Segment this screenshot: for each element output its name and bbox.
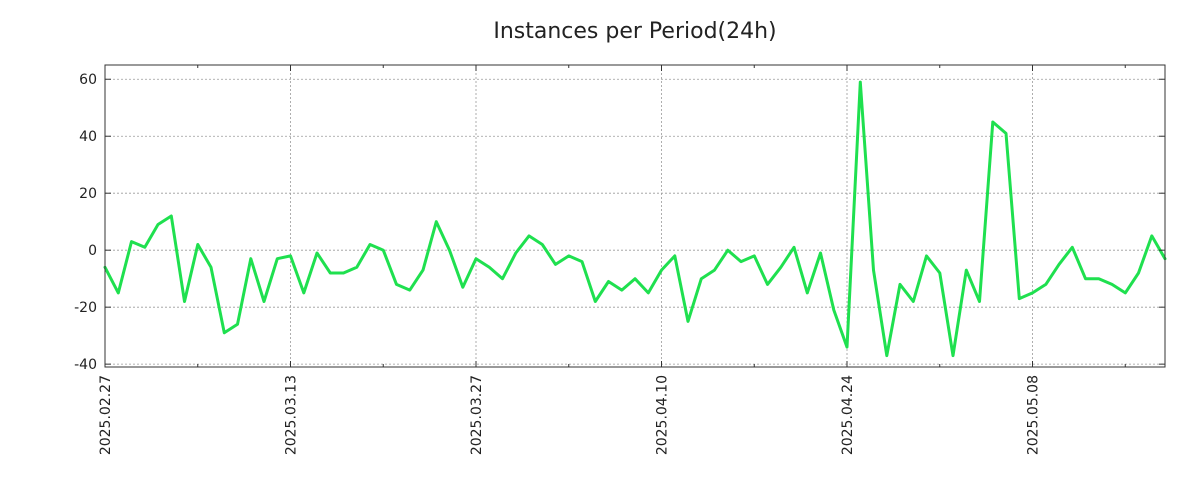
x-tick-label: 2025.03.27 — [469, 375, 485, 455]
plot-frame — [104, 64, 1166, 368]
y-tick-label: 0 — [88, 243, 97, 259]
x-tick-label: 2025.04.10 — [655, 375, 671, 455]
x-tick-label: 2025.03.13 — [284, 375, 300, 455]
y-tick-label: 60 — [79, 72, 97, 88]
series-line-instances — [103, 80, 1167, 358]
chart-title: Instances per Period(24h) — [493, 19, 776, 44]
x-tick-label: 2025.02.27 — [98, 375, 114, 455]
x-tick-label: 2025.05.08 — [1026, 375, 1042, 455]
y-tick-label: 40 — [79, 129, 97, 145]
grid — [104, 65, 1165, 367]
y-tick-label: -40 — [74, 357, 97, 373]
y-tick-label: -20 — [74, 300, 97, 316]
y-tick-label: 20 — [79, 186, 97, 202]
x-tick-label: 2025.04.24 — [840, 375, 856, 455]
series-layer — [103, 80, 1167, 358]
axis-ticks — [104, 65, 1165, 367]
